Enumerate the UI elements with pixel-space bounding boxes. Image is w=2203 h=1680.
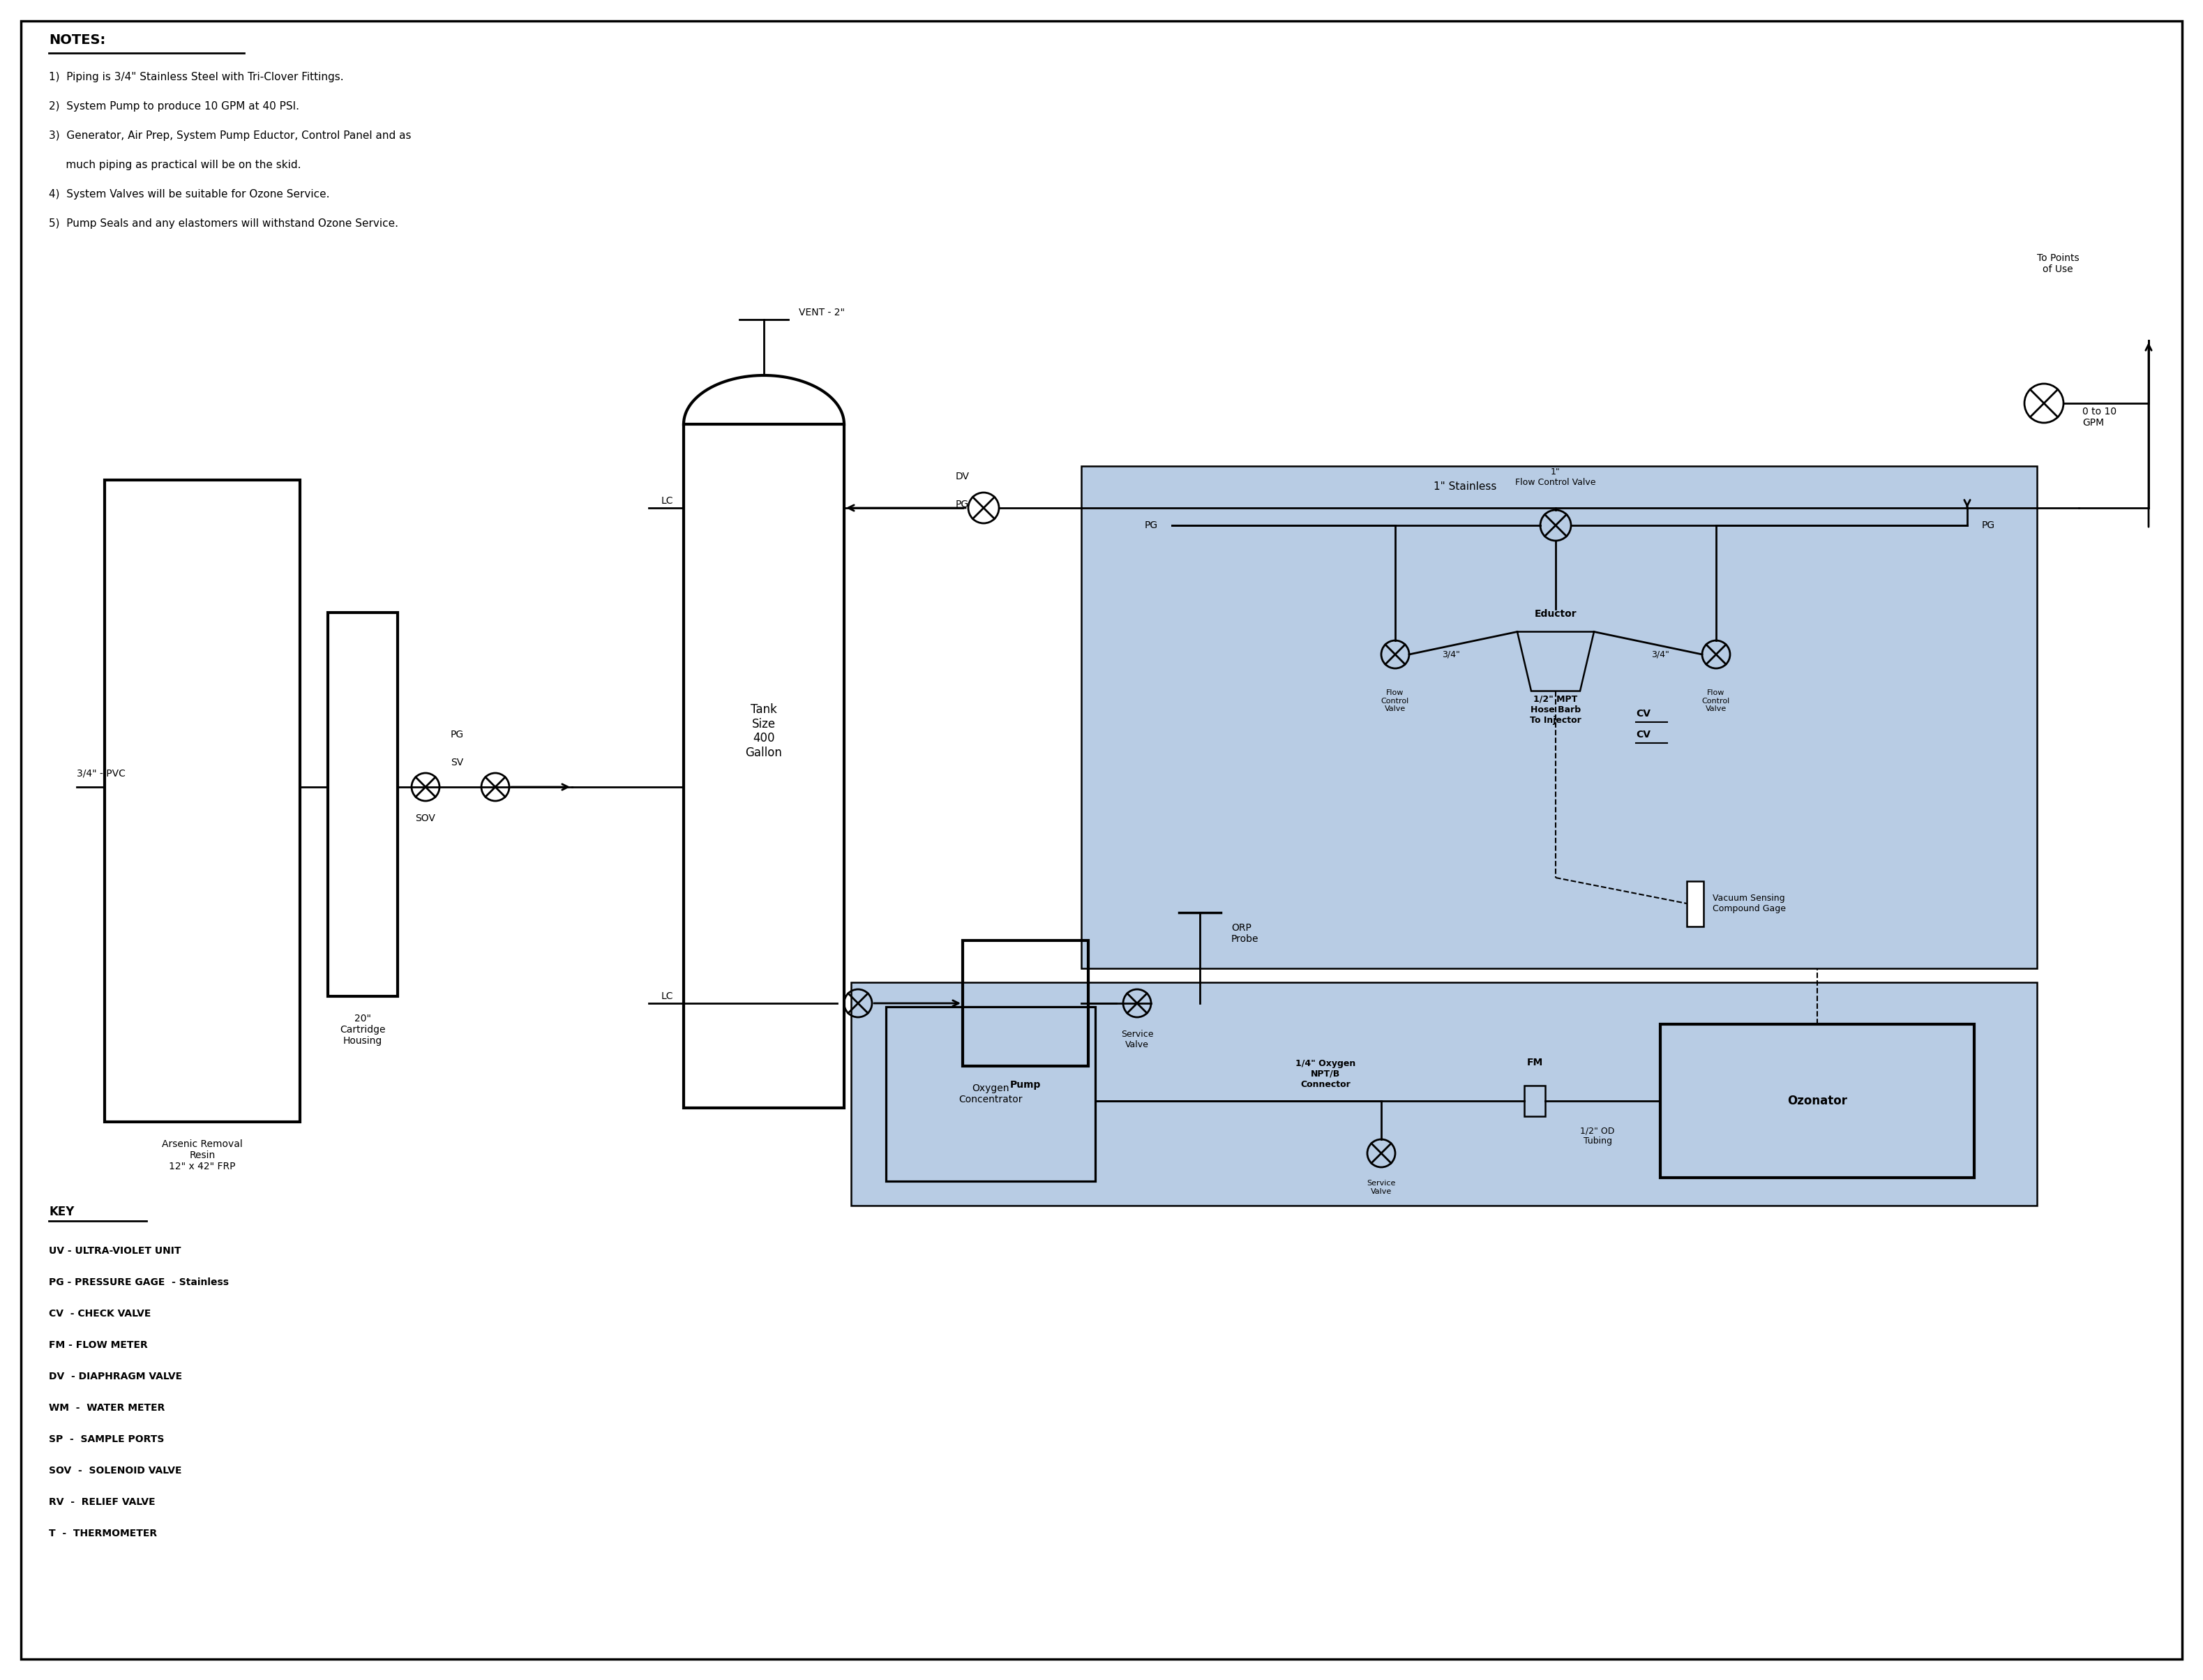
Text: much piping as practical will be on the skid.: much piping as practical will be on the …: [48, 160, 302, 170]
Text: RV  -  RELIEF VALVE: RV - RELIEF VALVE: [48, 1497, 154, 1507]
Bar: [1524, 1085, 1544, 1116]
Text: Pump: Pump: [1009, 1080, 1042, 1090]
Text: LC: LC: [661, 496, 674, 506]
Text: ORP
Probe: ORP Probe: [1231, 922, 1258, 944]
Text: Oxygen
Concentrator: Oxygen Concentrator: [958, 1084, 1022, 1104]
Text: 1"
Flow Control Valve: 1" Flow Control Valve: [1516, 467, 1595, 487]
Text: 1/2" OD
Tubing: 1/2" OD Tubing: [1580, 1126, 1615, 1146]
Text: PG: PG: [1143, 521, 1159, 531]
Text: Flow
Control
Valve: Flow Control Valve: [1703, 689, 1729, 712]
Text: SP  -  SAMPLE PORTS: SP - SAMPLE PORTS: [48, 1435, 165, 1445]
Text: 5)  Pump Seals and any elastomers will withstand Ozone Service.: 5) Pump Seals and any elastomers will wi…: [48, 218, 399, 228]
Text: T  -  THERMOMETER: T - THERMOMETER: [48, 1529, 156, 1539]
Text: 20"
Cartridge
Housing: 20" Cartridge Housing: [339, 1013, 386, 1047]
Text: 3/4": 3/4": [1443, 650, 1461, 659]
Text: To Points
of Use: To Points of Use: [2038, 254, 2080, 274]
Text: VENT - 2": VENT - 2": [800, 307, 844, 318]
Text: WM  -  WATER METER: WM - WATER METER: [48, 1403, 165, 1413]
Text: DV: DV: [956, 472, 969, 482]
Text: Flow
Control
Valve: Flow Control Valve: [1381, 689, 1410, 712]
Text: SOV  -  SOLENOID VALVE: SOV - SOLENOID VALVE: [48, 1467, 181, 1475]
Text: SOV: SOV: [416, 813, 436, 823]
Text: 3/4" - PVC: 3/4" - PVC: [77, 768, 126, 778]
Text: KEY: KEY: [48, 1206, 75, 1218]
Text: NOTES:: NOTES:: [48, 34, 106, 47]
Bar: [1661, 1025, 1974, 1178]
Text: 1/4" Oxygen
NPT/B
Connector: 1/4" Oxygen NPT/B Connector: [1295, 1058, 1355, 1089]
Text: Ozonator: Ozonator: [1787, 1095, 1848, 1107]
Text: PG: PG: [956, 499, 969, 509]
Text: 1/2" MPT
Hose Barb
To Injector: 1/2" MPT Hose Barb To Injector: [1529, 694, 1582, 724]
Text: PG: PG: [1980, 521, 1994, 531]
Text: 3/4": 3/4": [1652, 650, 1670, 659]
Bar: [886, 1006, 1095, 1181]
Text: Vacuum Sensing
Compound Gage: Vacuum Sensing Compound Gage: [1712, 894, 1787, 914]
Bar: [1082, 465, 2038, 968]
Text: 1)  Piping is 3/4" Stainless Steel with Tri-Clover Fittings.: 1) Piping is 3/4" Stainless Steel with T…: [48, 72, 344, 82]
Text: 3)  Generator, Air Prep, System Pump Eductor, Control Panel and as: 3) Generator, Air Prep, System Pump Educ…: [48, 131, 412, 141]
Text: LC: LC: [661, 991, 674, 1001]
Text: DV  - DIAPHRAGM VALVE: DV - DIAPHRAGM VALVE: [48, 1371, 183, 1381]
Bar: [104, 480, 300, 1122]
Text: Tank
Size
400
Gallon: Tank Size 400 Gallon: [745, 704, 782, 759]
Bar: [328, 613, 397, 996]
Text: UV - ULTRA-VIOLET UNIT: UV - ULTRA-VIOLET UNIT: [48, 1247, 181, 1257]
Bar: [683, 423, 844, 1107]
Text: CV: CV: [1637, 729, 1650, 739]
Text: FM - FLOW METER: FM - FLOW METER: [48, 1341, 148, 1351]
Text: 2)  System Pump to produce 10 GPM at 40 PSI.: 2) System Pump to produce 10 GPM at 40 P…: [48, 101, 300, 111]
Text: Service
Valve: Service Valve: [1366, 1179, 1397, 1194]
Bar: [1687, 882, 1703, 926]
Text: 0 to 10
GPM: 0 to 10 GPM: [2082, 407, 2117, 428]
Bar: [963, 941, 1088, 1067]
Bar: [850, 983, 2038, 1206]
Text: CV: CV: [1637, 709, 1650, 719]
Text: Service
Valve: Service Valve: [1121, 1030, 1154, 1050]
Text: PG: PG: [449, 729, 463, 739]
Text: PG - PRESSURE GAGE  - Stainless: PG - PRESSURE GAGE - Stainless: [48, 1277, 229, 1287]
Text: Arsenic Removal
Resin
12" x 42" FRP: Arsenic Removal Resin 12" x 42" FRP: [163, 1139, 242, 1171]
Text: FM: FM: [1527, 1058, 1542, 1067]
Text: 1" Stainless: 1" Stainless: [1434, 482, 1496, 492]
Text: 4)  System Valves will be suitable for Ozone Service.: 4) System Valves will be suitable for Oz…: [48, 190, 330, 200]
Text: Eductor: Eductor: [1535, 610, 1577, 618]
Text: SV: SV: [452, 758, 463, 768]
Text: CV  - CHECK VALVE: CV - CHECK VALVE: [48, 1309, 152, 1319]
